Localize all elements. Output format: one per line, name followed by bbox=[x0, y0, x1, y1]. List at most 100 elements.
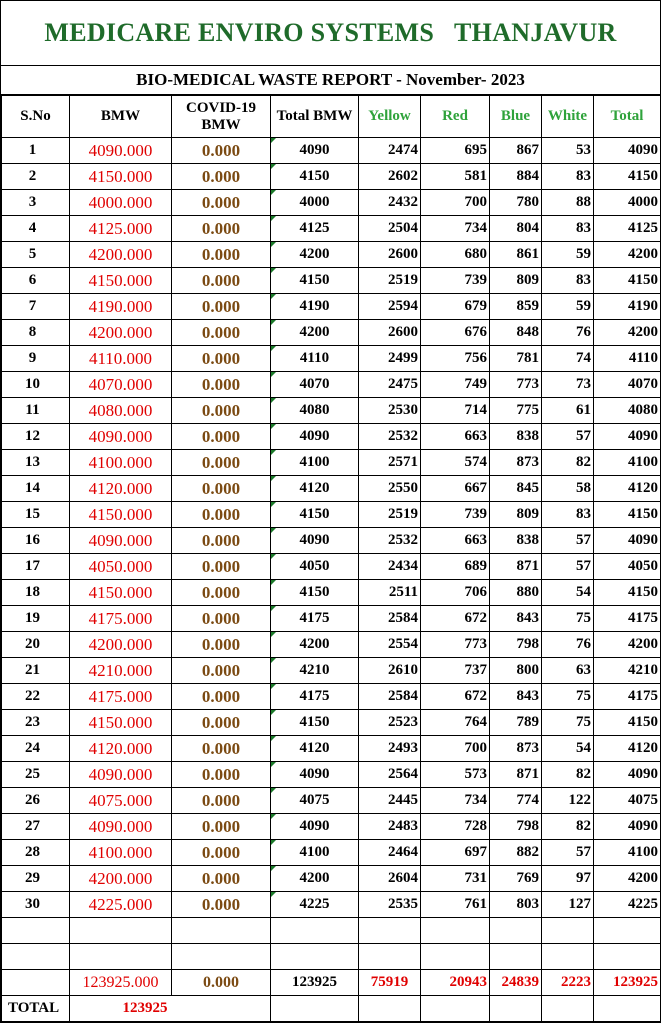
row-red: 679 bbox=[420, 293, 490, 320]
row-sno: 28 bbox=[1, 839, 70, 866]
row-total-bmw: 4190 bbox=[270, 293, 359, 320]
row-yellow: 2532 bbox=[358, 423, 421, 450]
total-value: 123925 bbox=[69, 995, 271, 1022]
row-sno: 12 bbox=[1, 423, 70, 450]
row-white: 53 bbox=[541, 137, 594, 164]
blank-cell bbox=[270, 943, 359, 970]
row-total-bmw: 4120 bbox=[270, 735, 359, 762]
row-total: 4075 bbox=[593, 787, 661, 814]
row-yellow: 2602 bbox=[358, 163, 421, 190]
table-row: 30 4225.000 0.000 4225 2535 761 803 127 4225 bbox=[1, 891, 661, 918]
row-blue: 775 bbox=[489, 397, 542, 424]
total-empty-cell bbox=[270, 995, 359, 1022]
row-blue: 843 bbox=[489, 683, 542, 710]
row-yellow: 2475 bbox=[358, 371, 421, 398]
col-header-blue: Blue bbox=[489, 95, 542, 138]
total-empty-cell bbox=[489, 995, 542, 1022]
row-bmw: 4210.000 bbox=[69, 657, 172, 684]
title-bar: MEDICARE ENVIRO SYSTEMS THANJAVUR bbox=[1, 1, 660, 66]
blank-cell bbox=[489, 917, 542, 944]
row-blue: 809 bbox=[489, 501, 542, 528]
row-blue: 798 bbox=[489, 631, 542, 658]
row-covid: 0.000 bbox=[171, 319, 271, 346]
row-blue: 867 bbox=[489, 137, 542, 164]
row-total: 4150 bbox=[593, 267, 661, 294]
row-covid: 0.000 bbox=[171, 631, 271, 658]
row-sno: 3 bbox=[1, 189, 70, 216]
row-sno: 11 bbox=[1, 397, 70, 424]
row-total-bmw: 4150 bbox=[270, 579, 359, 606]
col-header-yellow: Yellow bbox=[358, 95, 421, 138]
row-covid: 0.000 bbox=[171, 423, 271, 450]
row-total: 4090 bbox=[593, 813, 661, 840]
row-red: 581 bbox=[420, 163, 490, 190]
sum-red: 20943 bbox=[420, 969, 490, 996]
row-white: 88 bbox=[541, 189, 594, 216]
row-sno: 13 bbox=[1, 449, 70, 476]
row-white: 75 bbox=[541, 683, 594, 710]
blank-cell bbox=[541, 943, 594, 970]
row-sno: 19 bbox=[1, 605, 70, 632]
row-red: 756 bbox=[420, 345, 490, 372]
col-header-covid: COVID-19 BMW bbox=[171, 95, 271, 138]
row-red: 697 bbox=[420, 839, 490, 866]
row-red: 676 bbox=[420, 319, 490, 346]
row-total: 4175 bbox=[593, 683, 661, 710]
row-bmw: 4100.000 bbox=[69, 449, 172, 476]
row-white: 83 bbox=[541, 163, 594, 190]
row-white: 83 bbox=[541, 215, 594, 242]
row-bmw: 4120.000 bbox=[69, 475, 172, 502]
blank-cell bbox=[1, 943, 70, 970]
sum-sno-cell bbox=[1, 969, 70, 996]
total-empty-cell bbox=[358, 995, 421, 1022]
total-empty-cell bbox=[541, 995, 594, 1022]
row-blue: 804 bbox=[489, 215, 542, 242]
row-blue: 774 bbox=[489, 787, 542, 814]
row-white: 73 bbox=[541, 371, 594, 398]
row-total-bmw: 4150 bbox=[270, 267, 359, 294]
row-total-bmw: 4090 bbox=[270, 813, 359, 840]
blank-cell bbox=[420, 917, 490, 944]
row-bmw: 4090.000 bbox=[69, 423, 172, 450]
table-row: 22 4175.000 0.000 4175 2584 672 843 75 4175 bbox=[1, 683, 661, 710]
row-covid: 0.000 bbox=[171, 449, 271, 476]
row-yellow: 2434 bbox=[358, 553, 421, 580]
row-total: 4200 bbox=[593, 319, 661, 346]
sum-blue: 24839 bbox=[489, 969, 542, 996]
row-yellow: 2584 bbox=[358, 683, 421, 710]
table-row: 10 4070.000 0.000 4070 2475 749 773 73 4070 bbox=[1, 371, 661, 398]
row-total: 4150 bbox=[593, 163, 661, 190]
sum-total: 123925 bbox=[593, 969, 661, 996]
row-yellow: 2530 bbox=[358, 397, 421, 424]
row-total-bmw: 4000 bbox=[270, 189, 359, 216]
row-covid: 0.000 bbox=[171, 501, 271, 528]
row-total-bmw: 4080 bbox=[270, 397, 359, 424]
row-sno: 2 bbox=[1, 163, 70, 190]
row-white: 75 bbox=[541, 605, 594, 632]
row-total: 4120 bbox=[593, 735, 661, 762]
blank-cell bbox=[541, 917, 594, 944]
row-sno: 23 bbox=[1, 709, 70, 736]
table-row: 29 4200.000 0.000 4200 2604 731 769 97 4200 bbox=[1, 865, 661, 892]
row-blue: 838 bbox=[489, 423, 542, 450]
blank-row bbox=[1, 917, 661, 944]
subtitle-bar: BIO-MEDICAL WASTE REPORT - November- 202… bbox=[1, 66, 660, 95]
row-total-bmw: 4100 bbox=[270, 839, 359, 866]
table-row: 14 4120.000 0.000 4120 2550 667 845 58 4120 bbox=[1, 475, 661, 502]
row-red: 773 bbox=[420, 631, 490, 658]
row-bmw: 4150.000 bbox=[69, 163, 172, 190]
row-bmw: 4090.000 bbox=[69, 137, 172, 164]
row-total-bmw: 4210 bbox=[270, 657, 359, 684]
row-red: 706 bbox=[420, 579, 490, 606]
row-total: 4090 bbox=[593, 527, 661, 554]
row-total: 4110 bbox=[593, 345, 661, 372]
row-total: 4090 bbox=[593, 137, 661, 164]
row-total: 4100 bbox=[593, 449, 661, 476]
row-white: 54 bbox=[541, 735, 594, 762]
row-total-bmw: 4200 bbox=[270, 631, 359, 658]
row-covid: 0.000 bbox=[171, 267, 271, 294]
row-total-bmw: 4070 bbox=[270, 371, 359, 398]
row-yellow: 2554 bbox=[358, 631, 421, 658]
row-red: 672 bbox=[420, 683, 490, 710]
